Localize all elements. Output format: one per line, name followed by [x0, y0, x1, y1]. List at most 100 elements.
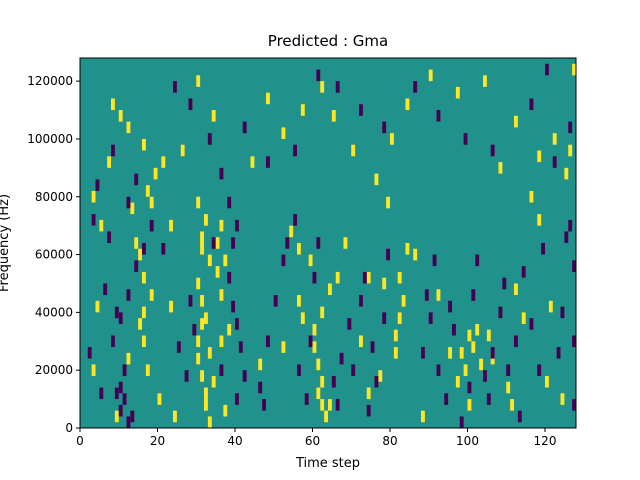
heatmap-cell-high [413, 248, 418, 261]
heatmap-cell-low [242, 370, 247, 382]
heatmap-cell-high [134, 237, 139, 249]
heatmap-cell-high [397, 271, 402, 284]
heatmap-cell-low [235, 219, 239, 232]
heatmap-cell-high [200, 318, 205, 330]
heatmap-cell-low [262, 399, 267, 411]
heatmap-cell-high [552, 133, 557, 145]
heatmap-cell-low [359, 104, 363, 116]
heatmap-cell-low [207, 133, 212, 145]
heatmap-cell-high [289, 225, 294, 238]
heatmap-cell-high [107, 156, 112, 168]
heatmap-cell-high [521, 312, 526, 324]
heatmap-cell-low [471, 289, 476, 301]
heatmap-cell-high [564, 167, 569, 180]
heatmap-cell-low [374, 375, 379, 388]
heatmap-cell-low [483, 370, 487, 382]
heatmap-cell-high [328, 399, 332, 411]
heatmap-cell-high [126, 121, 131, 134]
heatmap-cell-high [204, 399, 208, 411]
heatmap-cell-high [297, 295, 301, 307]
heatmap-cell-low [541, 243, 546, 255]
heatmap-cell-low [227, 271, 232, 284]
heatmap-cell-high [200, 295, 205, 307]
x-tick-label: 100 [456, 434, 479, 448]
heatmap-cell-high [111, 98, 115, 111]
heatmap-cell-low [312, 271, 317, 284]
heatmap-cell-high [568, 144, 573, 157]
heatmap-cell-high [328, 283, 332, 296]
heatmap-cell-low [161, 243, 166, 255]
heatmap-cell-high [448, 347, 453, 359]
heatmap-cell-high [312, 341, 317, 353]
heatmap-cell-low [386, 248, 391, 261]
heatmap-cell-high [118, 110, 123, 122]
heatmap-cell-high [258, 358, 263, 371]
x-tick-label: 120 [534, 434, 557, 448]
heatmap-cell-high [223, 254, 228, 267]
heatmap-cell-high [397, 312, 402, 324]
heatmap-cell-high [227, 323, 232, 336]
heatmap-cell-low [436, 110, 441, 122]
heatmap-cell-low [560, 306, 565, 319]
heatmap-cell-low [339, 352, 344, 365]
heatmap-cell-low [490, 347, 495, 359]
heatmap-cell-low [436, 364, 441, 376]
heatmap-cell-low [134, 173, 139, 186]
heatmap-cell-high [219, 289, 224, 301]
heatmap-cell-high [200, 231, 205, 243]
heatmap-cell-low [126, 289, 131, 301]
heatmap-cell-low [176, 341, 181, 353]
heatmap-cell-low [335, 81, 340, 93]
heatmap-cell-high [479, 358, 484, 371]
heatmap-cell-high [223, 404, 228, 417]
heatmap-cell-low [188, 295, 193, 307]
x-axis-label: Time step [295, 456, 360, 471]
heatmap-cell-high [142, 271, 146, 284]
heatmap-cell-high [215, 237, 220, 249]
heatmap-cell-high [219, 335, 224, 348]
heatmap-cell-low [498, 306, 503, 319]
heatmap-cell-low [111, 144, 115, 157]
heatmap-cell-high [382, 277, 387, 290]
heatmap-cell-high [359, 335, 363, 348]
heatmap-cell-high [145, 185, 150, 197]
heatmap-cell-high [386, 196, 391, 209]
heatmap-cell-low [370, 341, 375, 353]
heatmap-cell-low [231, 237, 236, 249]
heatmap-cell-high [343, 237, 348, 249]
y-tick-label: 80000 [35, 190, 73, 204]
heatmap-cell-low [432, 254, 437, 267]
heatmap-cell-high [157, 393, 162, 405]
y-tick-label: 0 [65, 421, 73, 435]
heatmap-cell-low [134, 260, 139, 272]
heatmap-cell-high [149, 196, 154, 209]
heatmap-cell-high [421, 410, 425, 423]
heatmap-cell-low [475, 254, 480, 267]
heatmap-cell-high [204, 214, 208, 226]
heatmap-cell-low [235, 393, 239, 405]
heatmap-cell-high [366, 387, 371, 400]
heatmap-cell-low [273, 295, 278, 307]
heatmap-cell-high [145, 364, 150, 376]
heatmap-cell-low [87, 347, 92, 359]
heatmap-cell-high [548, 300, 553, 313]
heatmap-cell-high [316, 358, 321, 371]
heatmap-cell-low [359, 295, 363, 307]
heatmap-cell-low [219, 167, 224, 180]
heatmap-cell-low [556, 347, 561, 359]
heatmap-cell-low [142, 243, 146, 255]
heatmap-cell-low [382, 312, 387, 324]
heatmap-cell-low [529, 98, 534, 111]
heatmap-cell-high [142, 335, 146, 348]
heatmap-cell-low [463, 133, 468, 145]
heatmap-cell-low [537, 364, 542, 376]
heatmap-cell-high [537, 214, 542, 226]
heatmap-cell-low [444, 393, 449, 405]
heatmap-cell-high [196, 352, 201, 365]
heatmap-cell-low [118, 381, 123, 394]
x-tick-label: 60 [305, 434, 320, 448]
heatmap-cell-high [219, 219, 224, 232]
heatmap-cell-low [467, 381, 472, 394]
heatmap-cell-low [506, 364, 511, 376]
heatmap-cell-high [428, 69, 433, 82]
